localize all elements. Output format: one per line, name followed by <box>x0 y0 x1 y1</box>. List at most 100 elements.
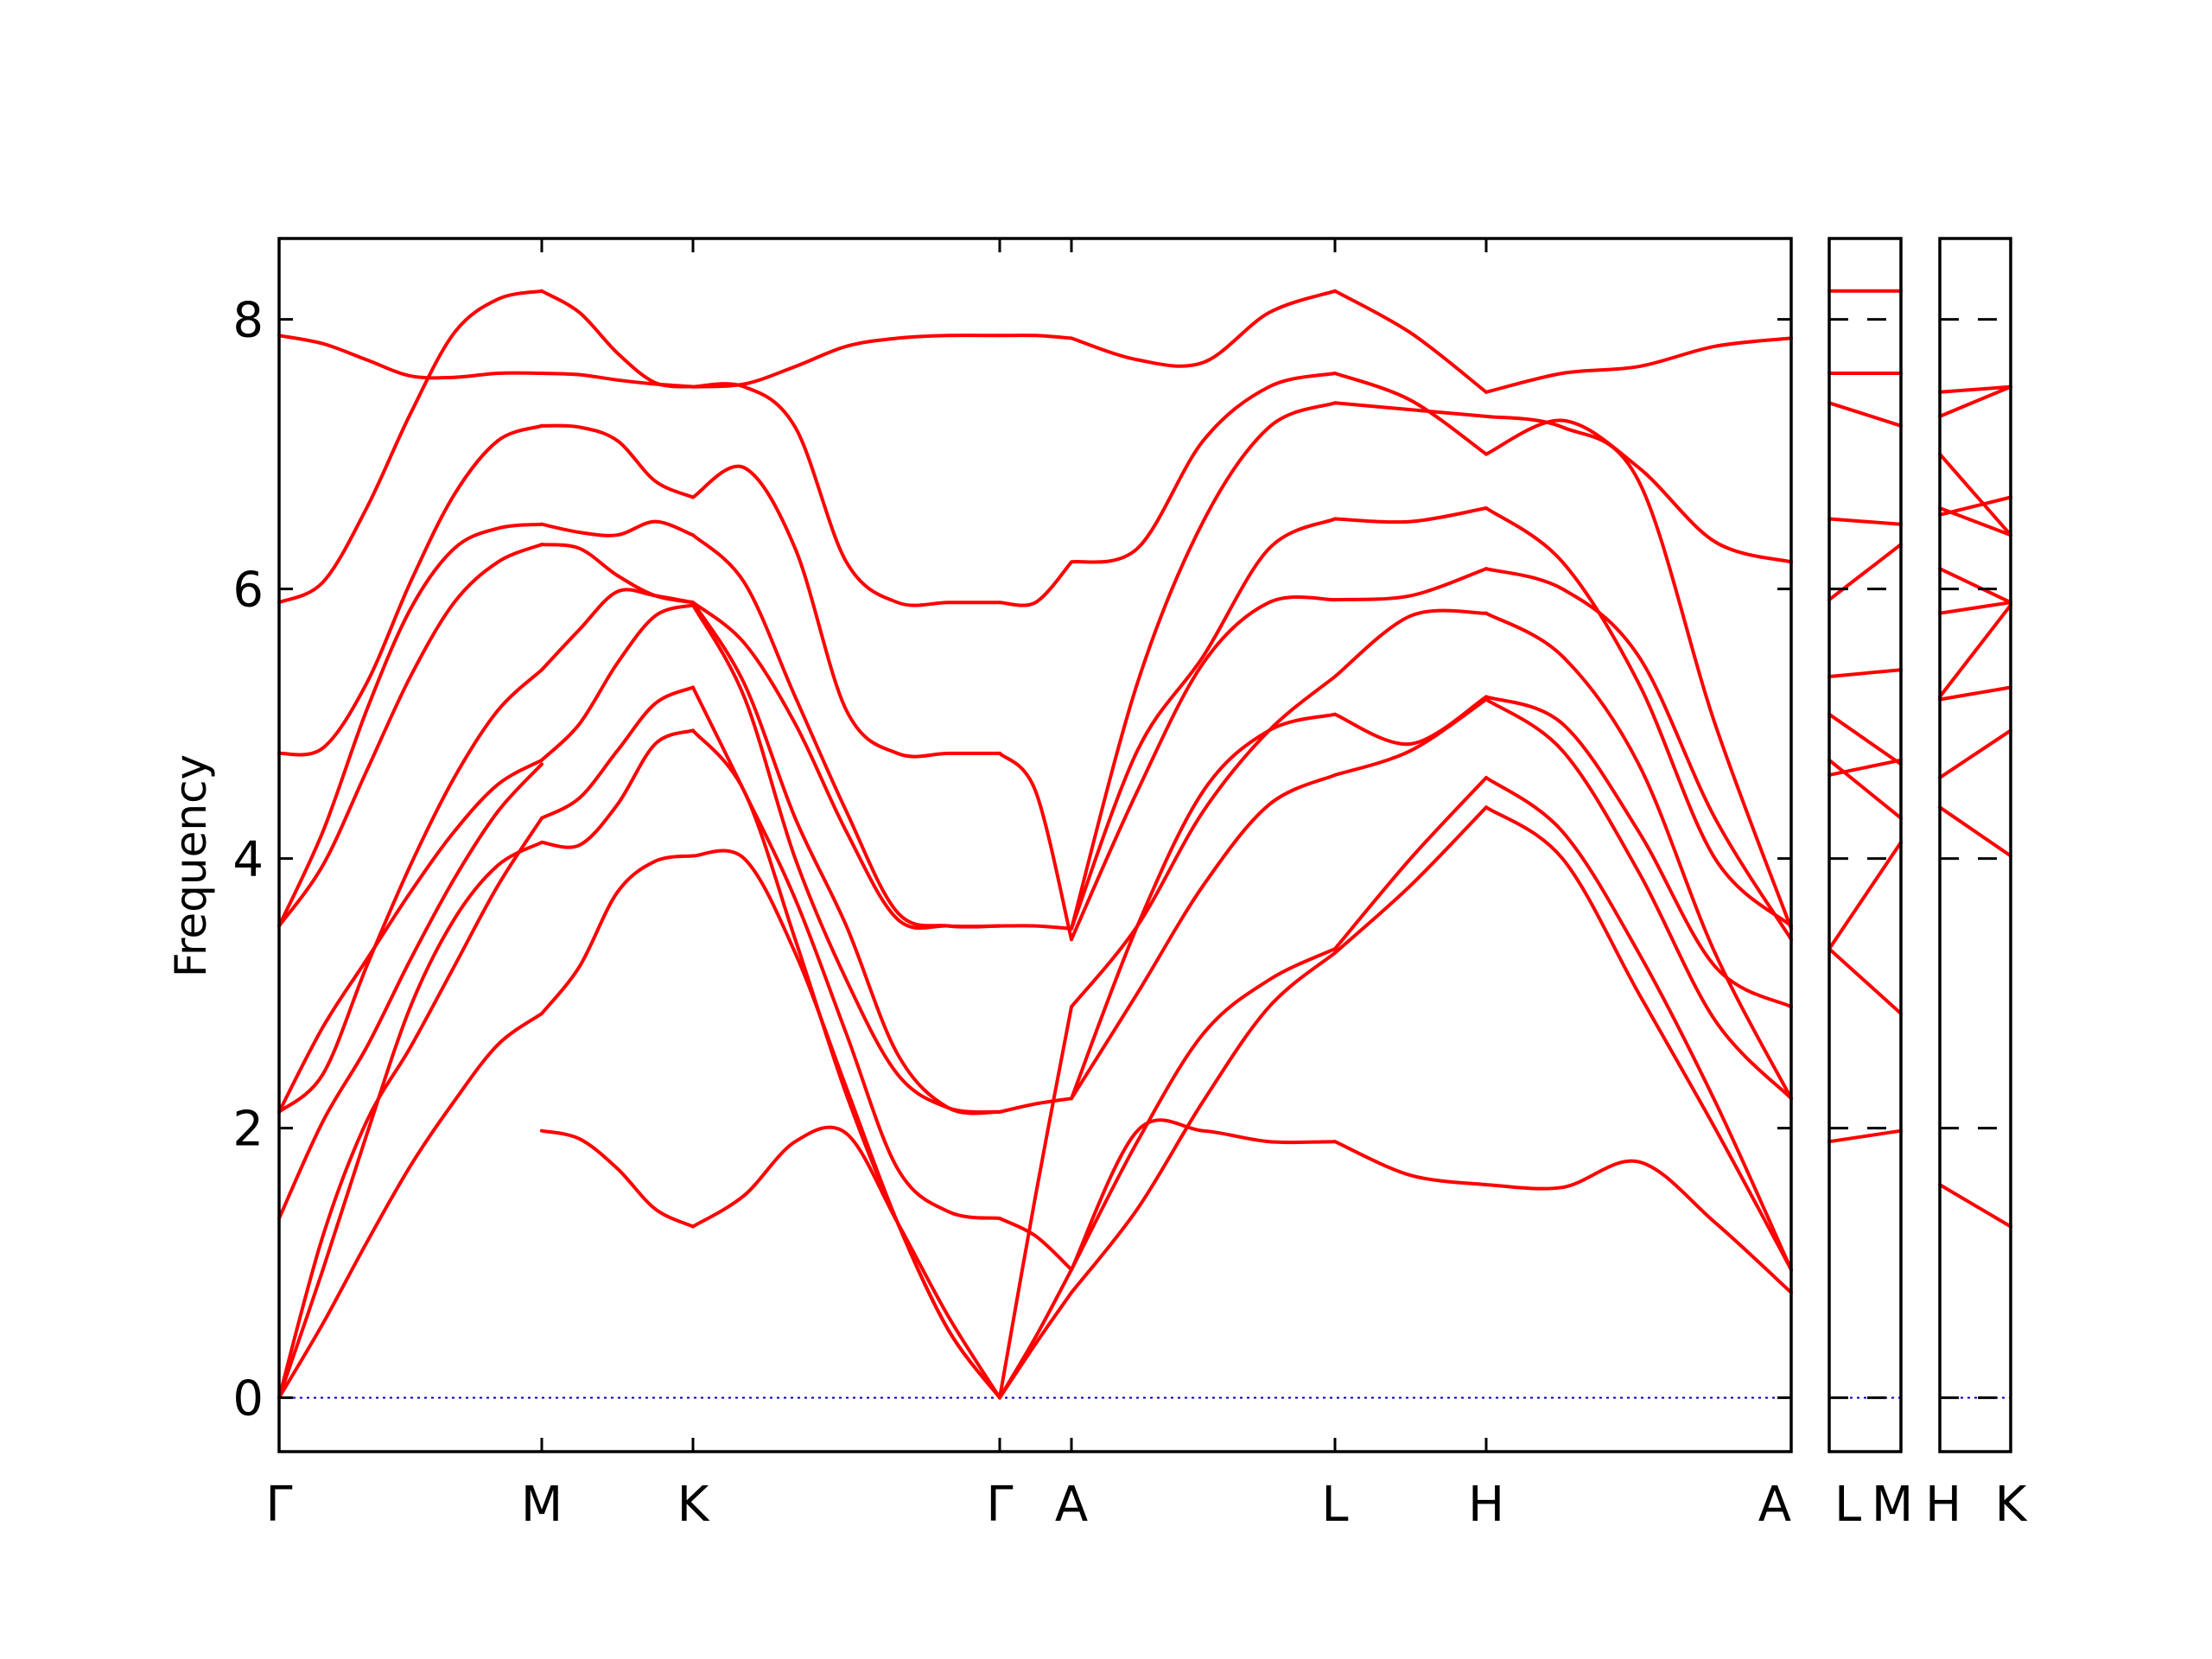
band-line <box>998 1005 1073 1400</box>
band-line <box>1938 685 2012 702</box>
x-tick-label: A <box>1758 1477 1791 1533</box>
band-line <box>277 334 543 380</box>
x-tick-label: A <box>1055 1477 1088 1533</box>
panel-frame <box>1827 237 1903 1453</box>
x-tick-label: H <box>1468 1477 1504 1533</box>
band-line <box>1938 805 2012 858</box>
x-tick-label: H <box>1925 1477 1961 1533</box>
y-tick-label: 0 <box>232 1371 264 1427</box>
band-line <box>1938 603 2012 699</box>
band-line <box>277 762 543 1221</box>
band-line <box>1484 1159 1793 1294</box>
band-line <box>998 1268 1073 1400</box>
band-line <box>998 751 1073 942</box>
x-tick-label: M <box>1872 1477 1913 1533</box>
band-line <box>1938 385 2012 418</box>
band-line <box>1333 805 1488 955</box>
band-line <box>1484 697 1793 1101</box>
band-line <box>1333 776 1488 951</box>
band-line <box>1938 601 2012 615</box>
band-line <box>691 685 1001 1221</box>
band-line <box>540 289 695 389</box>
band-line <box>998 1217 1073 1272</box>
band-line <box>1827 840 1903 951</box>
band-line <box>691 601 1001 931</box>
band-line <box>540 543 695 605</box>
band-line <box>1827 668 1903 678</box>
band-line <box>277 668 543 1114</box>
band-line <box>277 423 543 757</box>
x-tick-label: K <box>677 1477 710 1533</box>
x-tick-label: L <box>1321 1477 1348 1533</box>
band-line <box>1827 758 1903 777</box>
band-line <box>540 603 695 762</box>
band-line <box>691 533 1001 929</box>
band-line <box>1070 675 1337 1009</box>
band-line <box>1827 1128 1903 1144</box>
band-line <box>540 728 695 849</box>
band-line <box>998 334 1073 340</box>
band-line <box>1484 506 1793 928</box>
band-line <box>1333 567 1488 602</box>
band-line <box>277 816 543 1400</box>
band-line <box>1070 1118 1337 1272</box>
band-line <box>1070 772 1337 1101</box>
panel-frame <box>1938 237 2012 1453</box>
band-line <box>1333 695 1488 747</box>
band-line <box>277 840 543 1400</box>
band-line <box>277 543 543 928</box>
band-line <box>1827 543 1903 602</box>
band-line <box>1333 1140 1488 1187</box>
band-line <box>691 464 1001 759</box>
y-tick-label: 4 <box>232 832 264 888</box>
band-line <box>1070 372 1337 564</box>
band-line <box>540 854 695 1015</box>
band-line <box>1070 947 1337 1272</box>
band-line <box>277 758 543 1114</box>
band-line <box>691 603 1001 1114</box>
y-axis-label: Frequency <box>166 754 216 977</box>
band-line <box>540 519 695 537</box>
band-line <box>277 1012 543 1400</box>
band-line <box>1070 950 1337 1294</box>
band-line <box>277 522 543 928</box>
band-line <box>1938 728 2012 779</box>
band-line <box>540 423 695 499</box>
band-line <box>1938 1183 2012 1229</box>
band-line <box>1484 611 1793 1101</box>
panel-frame <box>277 237 1793 1453</box>
bands-layer <box>277 289 2012 1400</box>
band-line <box>1484 418 1793 564</box>
band-line <box>277 289 543 605</box>
x-tick-label: M <box>521 1477 563 1533</box>
band-line <box>1827 712 1903 766</box>
band-line <box>1827 758 1903 820</box>
band-line <box>691 601 1001 1116</box>
band-line <box>540 1128 695 1229</box>
band-line <box>1827 401 1903 428</box>
band-line <box>1070 401 1337 931</box>
x-tick-label: Γ <box>986 1477 1013 1533</box>
band-line <box>1484 695 1793 1009</box>
band-line <box>1333 401 1488 418</box>
band-line <box>1484 336 1793 394</box>
band-line <box>1484 414 1793 931</box>
band-line <box>998 1096 1073 1114</box>
y-tick-label: 6 <box>232 563 264 619</box>
band-line <box>540 685 695 820</box>
band-line <box>540 588 695 672</box>
band-line <box>1333 608 1488 678</box>
band-line <box>1938 452 2012 537</box>
y-tick-label: 8 <box>232 293 264 349</box>
band-line <box>691 334 1001 389</box>
band-line <box>1938 495 2012 517</box>
band-line <box>691 849 1001 1400</box>
band-line <box>1938 385 2012 394</box>
band-line <box>1070 595 1337 942</box>
band-line <box>691 382 1001 607</box>
band-line <box>1938 567 2012 605</box>
band-line <box>1827 947 1903 1015</box>
band-line <box>998 560 1073 607</box>
